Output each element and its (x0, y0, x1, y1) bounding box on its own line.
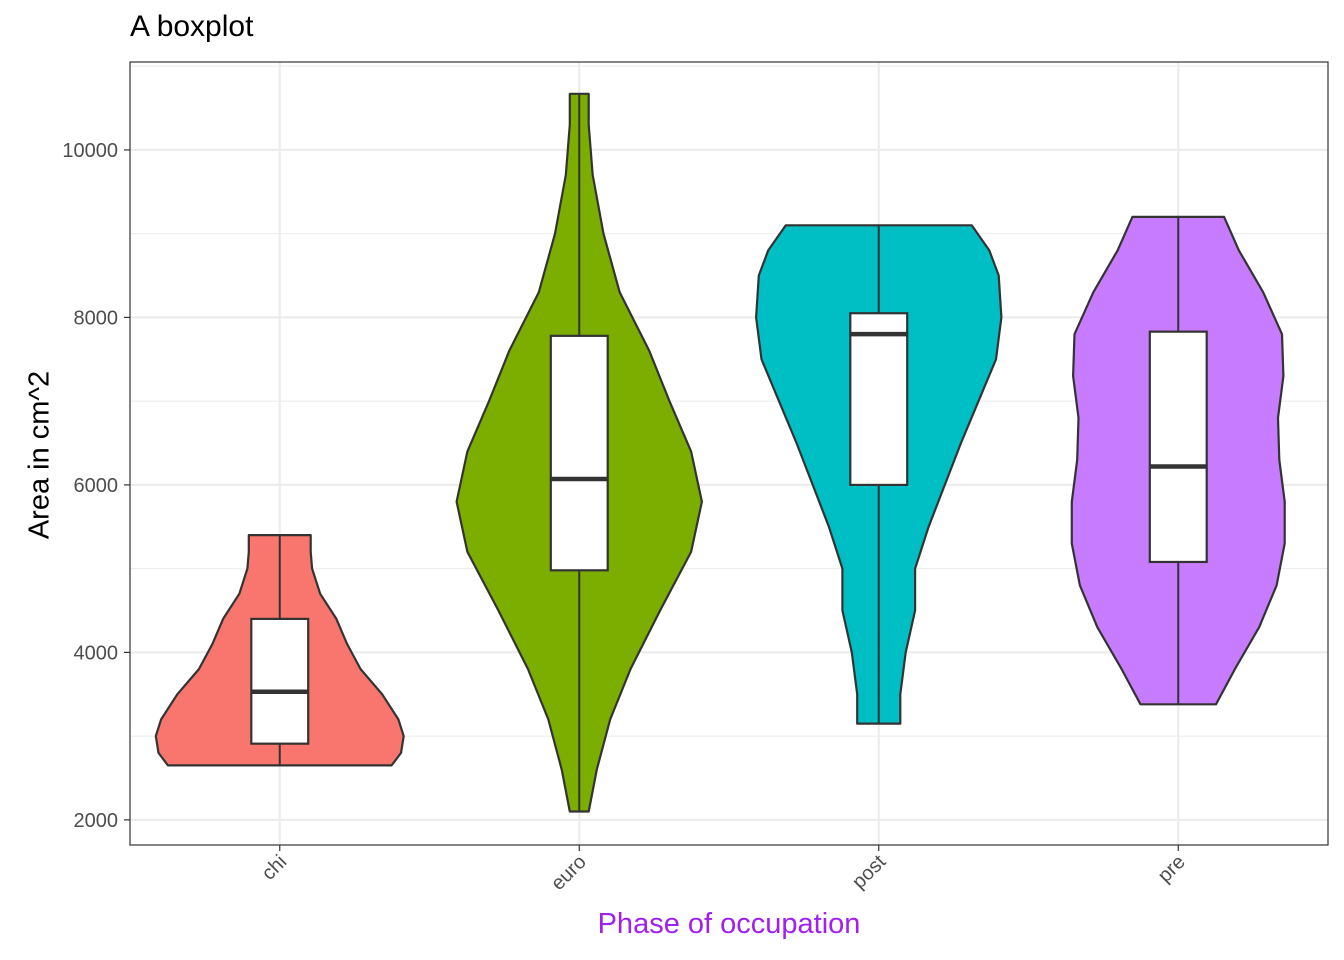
y-tick-label: 10000 (62, 140, 118, 162)
box-post (849, 312, 909, 487)
boxplot-layer (250, 93, 1208, 812)
y-axis-label: Area in cm^2 (23, 370, 56, 540)
violin-layer (154, 92, 1286, 813)
x-tick-label: pre (1154, 851, 1190, 887)
chart-title: A boxplot (130, 10, 254, 43)
panel-border (129, 61, 1329, 846)
x-tick-label: post (848, 851, 891, 894)
x-axis: chi euro post pre (258, 845, 1190, 895)
x-tick-label: chi (258, 851, 292, 885)
y-tick-label: 6000 (74, 475, 119, 497)
box-chi (250, 617, 310, 745)
x-tick-label: euro (547, 851, 591, 895)
y-axis: 2000 4000 6000 8000 10000 (62, 140, 130, 832)
y-tick-label: 8000 (74, 307, 119, 329)
y-tick-label: 2000 (74, 810, 119, 832)
box-euro (549, 334, 609, 572)
box-pre (1148, 330, 1208, 564)
x-axis-label: Phase of occupation (597, 908, 861, 940)
y-tick-label: 4000 (74, 642, 119, 664)
